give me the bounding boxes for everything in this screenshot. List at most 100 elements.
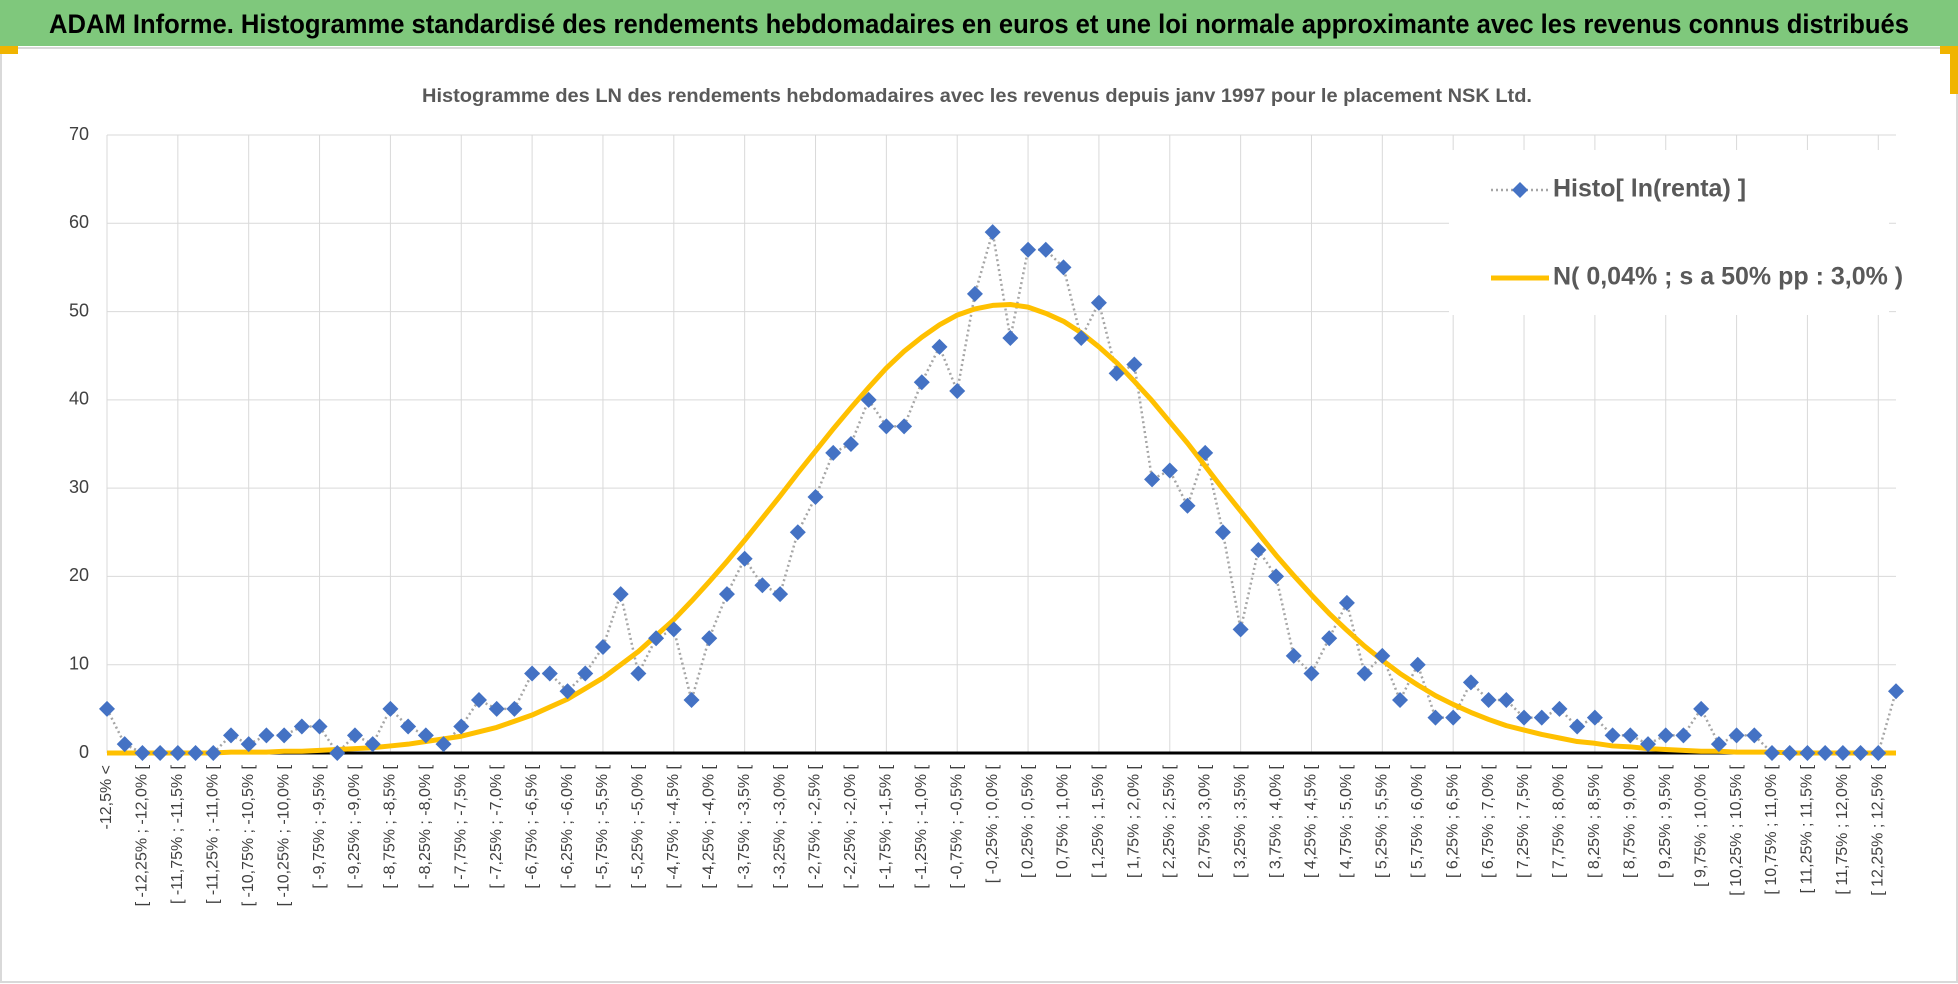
data-point bbox=[1462, 674, 1479, 691]
data-point bbox=[470, 692, 487, 709]
y-tick-label: 60 bbox=[69, 212, 89, 232]
x-tick-label: [ 11,75% ; 12,0% [ bbox=[1834, 764, 1851, 894]
y-tick-label: 40 bbox=[69, 389, 89, 409]
data-point bbox=[1781, 745, 1798, 761]
x-tick-label: [ -0,25% ; 0,0% [ bbox=[984, 764, 1001, 883]
data-point bbox=[1409, 656, 1426, 673]
x-tick-label: [ 2,25% ; 2,5% [ bbox=[1161, 764, 1178, 878]
data-point bbox=[1338, 594, 1355, 611]
data-point bbox=[1197, 444, 1214, 461]
x-tick-label: [ -9,25% ; -9,0% [ bbox=[346, 764, 363, 888]
x-tick-label: [ -10,75% ; -10,5% [ bbox=[240, 764, 257, 906]
title-bar bbox=[0, 0, 1958, 46]
data-point bbox=[222, 727, 239, 744]
data-point bbox=[382, 700, 399, 717]
data-point bbox=[789, 524, 806, 541]
corner bbox=[1950, 54, 1958, 94]
data-point bbox=[116, 736, 133, 753]
x-tick-label: [ -9,75% ; -9,5% [ bbox=[311, 764, 328, 888]
data-point bbox=[541, 665, 558, 682]
data-point bbox=[1161, 462, 1178, 479]
data-point bbox=[1675, 727, 1692, 744]
corner bbox=[0, 46, 18, 54]
x-tick-label: [ 0,25% ; 0,5% [ bbox=[1019, 764, 1036, 878]
data-point bbox=[1551, 700, 1568, 717]
x-tick-label: [ -7,25% ; -7,0% [ bbox=[488, 764, 505, 888]
x-tick-label: [ 7,75% ; 8,0% [ bbox=[1551, 764, 1568, 878]
data-point bbox=[842, 436, 859, 452]
data-point bbox=[1374, 647, 1391, 664]
data-point bbox=[1586, 709, 1603, 726]
data-point bbox=[1480, 692, 1497, 709]
x-tick-label: [ -8,25% ; -8,0% [ bbox=[417, 764, 434, 888]
data-point bbox=[169, 745, 186, 761]
data-point bbox=[1427, 709, 1444, 726]
data-point bbox=[1126, 356, 1143, 373]
data-point bbox=[931, 338, 948, 355]
x-tick-label: [ -2,25% ; -2,0% [ bbox=[842, 764, 859, 888]
data-point bbox=[1020, 241, 1037, 258]
x-tick-label: [ 8,25% ; 8,5% [ bbox=[1586, 764, 1603, 878]
chart-title: ADAM Informe. Histogramme standardisé de… bbox=[49, 9, 1909, 39]
legend-marker bbox=[1512, 182, 1528, 198]
data-point bbox=[1073, 330, 1090, 347]
data-point bbox=[453, 718, 470, 735]
data-point bbox=[1728, 727, 1745, 744]
data-point bbox=[878, 418, 895, 435]
data-point bbox=[1303, 665, 1320, 682]
x-tick-label: [ 9,75% ; 10,0% [ bbox=[1692, 764, 1709, 886]
chart-subtitle: Histogramme des LN des rendements hebdom… bbox=[422, 86, 1532, 107]
data-point bbox=[1693, 700, 1710, 717]
x-tick-label: [ -5,25% ; -5,0% [ bbox=[630, 764, 647, 888]
data-point bbox=[329, 745, 346, 761]
data-point bbox=[400, 718, 417, 735]
data-point bbox=[1834, 745, 1851, 761]
legend-label: N( 0,04% ; s a 50% pp : 3,0% ) bbox=[1553, 263, 1903, 291]
data-point bbox=[1870, 745, 1887, 761]
data-point bbox=[152, 745, 169, 761]
data-point bbox=[1746, 727, 1763, 744]
data-point bbox=[1037, 241, 1054, 258]
chart-frame bbox=[0, 47, 1958, 983]
data-point bbox=[99, 700, 115, 717]
x-tick-label: [ -4,25% ; -4,0% [ bbox=[700, 764, 717, 888]
data-point bbox=[187, 745, 204, 761]
x-tick-label: [ 6,75% ; 7,0% [ bbox=[1480, 764, 1497, 878]
data-point bbox=[1622, 727, 1639, 744]
data-point bbox=[577, 665, 594, 682]
data-point bbox=[293, 718, 310, 735]
data-point bbox=[1817, 745, 1834, 761]
y-tick-label: 0 bbox=[79, 742, 89, 762]
x-tick-label: [ 4,25% ; 4,5% [ bbox=[1303, 764, 1320, 878]
x-tick-label: [ -1,25% ; -1,0% [ bbox=[913, 764, 930, 888]
data-point bbox=[896, 418, 913, 435]
data-point bbox=[1445, 709, 1462, 726]
data-point bbox=[966, 285, 983, 302]
x-tick-label: [ -11,75% ; -11,5% [ bbox=[169, 764, 186, 904]
x-tick-label: [ -3,25% ; -3,0% [ bbox=[771, 764, 788, 888]
x-tick-label: [ 5,75% ; 6,0% [ bbox=[1409, 764, 1426, 878]
x-tick-label: [ 2,75% ; 3,0% [ bbox=[1196, 764, 1213, 878]
data-point bbox=[1569, 718, 1586, 735]
x-tick-label: [ 7,25% ; 7,5% [ bbox=[1515, 764, 1532, 878]
x-tick-label: [ 6,25% ; 6,5% [ bbox=[1444, 764, 1461, 878]
data-point bbox=[258, 727, 275, 744]
data-point bbox=[488, 700, 505, 717]
data-point bbox=[1852, 745, 1869, 761]
data-point bbox=[1268, 568, 1285, 585]
y-tick-label: 10 bbox=[69, 653, 89, 673]
data-point bbox=[1232, 621, 1249, 638]
x-tick-label: [ 12,25% ; 12,5% [ bbox=[1870, 764, 1887, 895]
data-point bbox=[1516, 709, 1533, 726]
data-point bbox=[701, 630, 718, 647]
x-tick-label: [ 10,25% ; 10,5% [ bbox=[1728, 764, 1745, 895]
x-tick-label: -12,5% < bbox=[98, 765, 115, 829]
data-point bbox=[417, 727, 434, 744]
x-tick-label: [ 8,75% ; 9,0% [ bbox=[1622, 764, 1639, 878]
x-tick-label: [ 0,75% ; 1,0% [ bbox=[1055, 764, 1072, 878]
data-point bbox=[1498, 692, 1515, 709]
x-tick-label: [ 1,75% ; 2,0% [ bbox=[1126, 764, 1143, 878]
data-point bbox=[1657, 727, 1674, 744]
x-tick-label: [ -10,25% ; -10,0% [ bbox=[275, 764, 292, 906]
